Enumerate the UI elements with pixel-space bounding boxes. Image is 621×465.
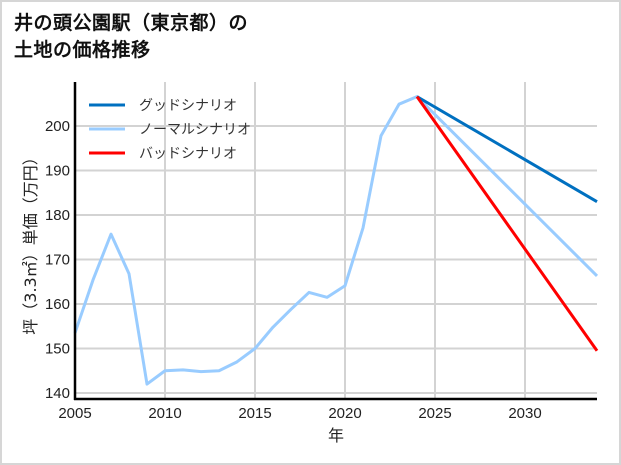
data-series (73, 95, 599, 386)
y-axis-label: 坪（3.3㎡）単価（万円） (21, 149, 40, 334)
x-tick-label: 2030 (508, 405, 541, 422)
title-line-2: 土地の価格推移 (14, 39, 151, 61)
grid-lines (75, 82, 597, 399)
series-line (416, 95, 598, 203)
series-line (415, 95, 599, 352)
chart-title: 井の頭公園駅（東京都）の 土地の価格推移 (14, 10, 248, 64)
y-tick-label: 140 (45, 385, 70, 402)
axes (73, 82, 597, 401)
y-tick-label: 180 (45, 207, 70, 224)
x-tick-label: 2010 (148, 405, 181, 422)
legend-label: バッドシナリオ (139, 146, 237, 162)
title-line-1: 井の頭公園駅（東京都）の (14, 12, 249, 34)
series-line (73, 95, 599, 386)
x-tick-label: 2015 (238, 405, 271, 422)
tick-labels: 2005 2010 2015 2020 2025 2030 140 150 160 170 180 1… (45, 118, 542, 422)
y-tick-label: 200 (45, 118, 70, 135)
x-axis-label: 年 (328, 426, 344, 445)
x-tick-label: 2005 (58, 405, 91, 422)
y-tick-label: 150 (45, 341, 70, 358)
legend-label: ノーマルシナリオ (139, 122, 251, 138)
x-tick-label: 2020 (328, 405, 361, 422)
x-tick-label: 2025 (418, 405, 451, 422)
y-tick-label: 190 (45, 163, 70, 180)
y-tick-label: 160 (45, 296, 70, 313)
legend-label: グッドシナリオ (139, 98, 237, 114)
y-tick-label: 170 (45, 252, 70, 269)
